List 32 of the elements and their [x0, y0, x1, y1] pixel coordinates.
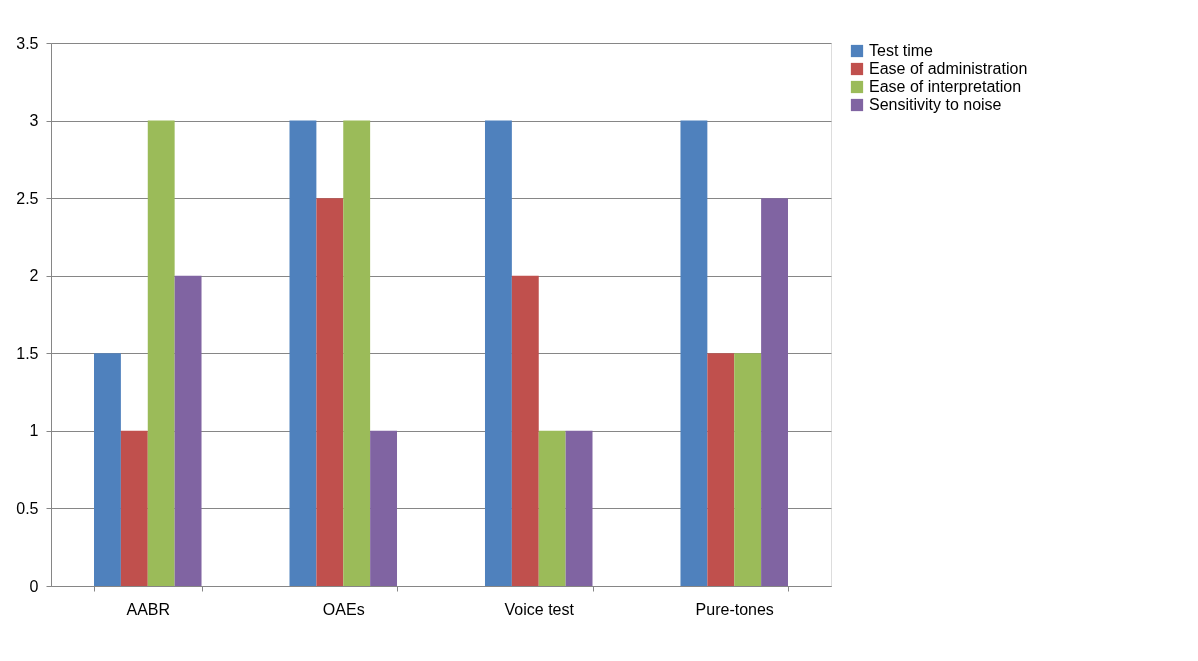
bar: [565, 430, 593, 586]
bar: [734, 353, 762, 586]
bar: [511, 275, 539, 586]
bar: [680, 120, 708, 586]
bar: [120, 430, 148, 586]
bar: [484, 120, 512, 586]
legend-label: Ease of administration: [869, 60, 1028, 77]
y-tick-label: 0.5: [16, 499, 39, 517]
y-tick-label: 0: [29, 577, 39, 595]
bar: [289, 120, 317, 586]
bar: [174, 275, 202, 586]
x-tick-label: Voice test: [504, 600, 575, 618]
bar: [538, 430, 566, 586]
x-tick-label: Pure-tones: [695, 600, 774, 618]
bar: [370, 430, 398, 586]
bar: [761, 198, 788, 586]
bar: [147, 120, 175, 586]
y-tick-label: 3.5: [16, 34, 39, 52]
x-tick-label: OAEs: [322, 600, 365, 618]
legend-label: Test time: [869, 42, 934, 59]
bar: [94, 353, 121, 586]
legend-label: Ease of interpretation: [869, 78, 1022, 95]
y-tick-label: 2.5: [16, 189, 39, 207]
bar: [343, 120, 371, 586]
y-tick-label: 1: [29, 422, 39, 440]
x-tick-label: AABR: [126, 600, 171, 618]
y-tick-label: 3: [29, 112, 39, 130]
legend-label: Sensitivity to noise: [869, 96, 1002, 113]
bar: [707, 353, 735, 586]
bar: [316, 198, 344, 586]
y-tick-label: 1.5: [16, 344, 39, 362]
y-tick-label: 2: [29, 267, 39, 285]
